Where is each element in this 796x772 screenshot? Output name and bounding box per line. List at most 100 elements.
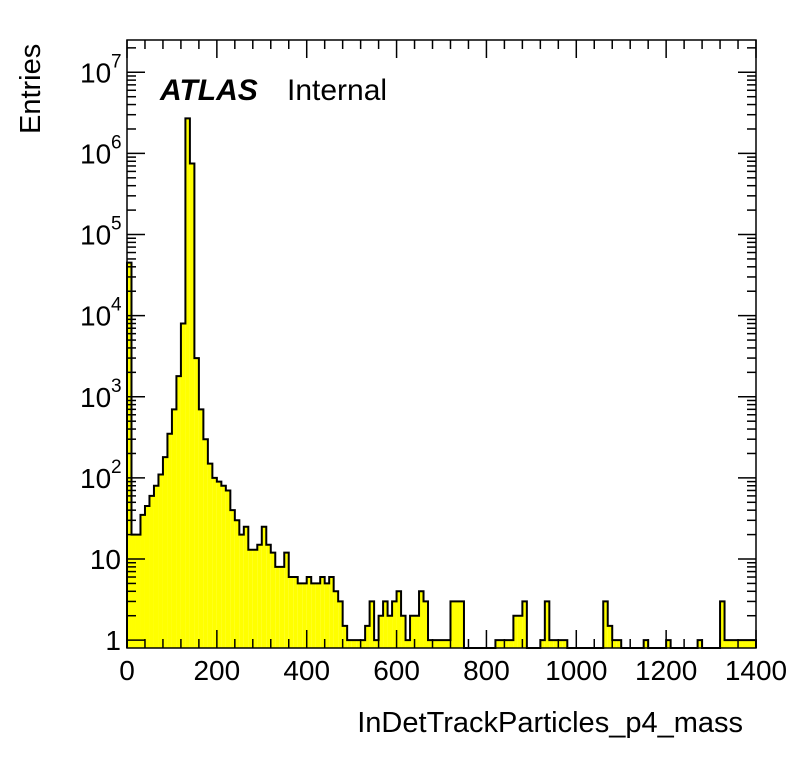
histogram-bar xyxy=(666,640,671,648)
x-tick-label: 1200 xyxy=(635,655,697,686)
histogram-bar xyxy=(553,640,559,648)
histogram-bar xyxy=(733,640,739,648)
histogram-bar xyxy=(297,583,303,648)
histogram-bar xyxy=(356,640,361,648)
histogram-bar xyxy=(167,433,172,648)
plot-frame xyxy=(126,39,757,649)
histogram-bar xyxy=(243,526,249,648)
histogram-bar xyxy=(351,640,357,648)
histogram-bar xyxy=(437,640,442,648)
histogram-bar xyxy=(261,526,267,648)
y-tick-label: 1 xyxy=(105,625,121,656)
histogram-bar xyxy=(738,640,743,648)
histogram-bar xyxy=(522,601,527,648)
histogram-bar xyxy=(401,615,406,648)
histogram-bar xyxy=(171,409,177,648)
histogram-bar xyxy=(720,601,725,648)
histogram-bar xyxy=(216,481,222,648)
histogram-bar xyxy=(302,583,307,648)
y-tick-exponent: 7 xyxy=(111,51,122,72)
y-tick-label: 10 xyxy=(80,463,111,494)
histogram-bar xyxy=(333,591,339,648)
histogram-bar xyxy=(751,640,756,648)
histogram-bar xyxy=(369,601,375,648)
y-tick-label: 10 xyxy=(90,544,121,575)
x-tick-label: 0 xyxy=(119,655,135,686)
histogram-bar xyxy=(495,640,500,648)
x-tick-label: 600 xyxy=(373,655,420,686)
histogram-bar xyxy=(288,577,294,648)
histogram-bar xyxy=(459,601,464,648)
histogram-bar xyxy=(603,601,608,648)
y-tick-exponent: 4 xyxy=(111,295,122,316)
y-tick-exponent: 2 xyxy=(111,457,122,478)
histogram-bar xyxy=(517,615,523,648)
histogram-bar xyxy=(180,323,186,648)
histogram-bar xyxy=(549,640,554,648)
histogram-bar xyxy=(419,591,424,648)
histogram-bar xyxy=(144,506,150,648)
histogram-bar xyxy=(185,118,190,649)
x-tick-label: 400 xyxy=(283,655,330,686)
histogram-bar xyxy=(414,615,420,648)
histogram-bar xyxy=(311,583,316,648)
histogram-bar xyxy=(616,640,622,648)
histogram-bar xyxy=(239,534,244,648)
histogram-bar xyxy=(562,640,568,648)
histogram-bar xyxy=(207,463,213,648)
x-tick-label: 1400 xyxy=(725,655,787,686)
x-tick-label: 1000 xyxy=(545,655,607,686)
histogram-bar xyxy=(338,601,343,648)
histogram-bar xyxy=(383,601,388,648)
histogram-bar xyxy=(140,514,145,648)
histogram-bar xyxy=(423,601,429,648)
histogram-bar xyxy=(324,583,330,648)
histogram-bar xyxy=(270,552,276,648)
histogram-bar xyxy=(724,640,730,648)
x-tick-label: 800 xyxy=(463,655,510,686)
histogram-bar xyxy=(445,640,451,648)
x-axis-title: InDetTrackParticles_p4_mass xyxy=(357,707,743,739)
y-tick-label: 10 xyxy=(80,301,111,332)
histogram-bar xyxy=(742,640,748,648)
y-tick-exponent: 5 xyxy=(111,214,122,235)
histogram-bar xyxy=(387,615,393,648)
y-tick-exponent: 3 xyxy=(111,376,122,397)
histogram-bar xyxy=(257,544,262,648)
histogram-bar xyxy=(306,577,312,648)
histogram-bar xyxy=(428,640,433,648)
histogram-bar xyxy=(127,262,132,648)
histogram-bar xyxy=(392,601,397,648)
histogram-bar xyxy=(329,577,334,648)
histogram-bar xyxy=(747,640,752,648)
histogram-bar xyxy=(293,577,298,648)
histogram-bar xyxy=(643,640,649,648)
histogram-bar xyxy=(342,625,348,648)
histogram-bar xyxy=(153,485,159,648)
x-tick-label: 200 xyxy=(193,655,240,686)
histogram-bar xyxy=(135,534,141,648)
histogram-bar xyxy=(378,615,384,648)
histogram-bar xyxy=(189,163,195,648)
histogram-bar xyxy=(234,520,240,648)
histogram-bar xyxy=(279,566,285,648)
histogram-bar xyxy=(607,625,613,648)
x-tick-labels: 0 200 400 600 800 1000 1200 1400 xyxy=(119,655,787,686)
histogram-bar xyxy=(405,640,411,648)
y-tick-label: 10 xyxy=(80,382,111,413)
histogram-bar xyxy=(212,477,217,648)
histogram-bar xyxy=(248,549,253,648)
histogram-bar xyxy=(544,601,550,648)
histogram-bar xyxy=(198,409,204,648)
histogram-bar xyxy=(252,549,258,648)
histogram-bar xyxy=(284,552,289,648)
histogram-bar xyxy=(410,615,415,648)
histogram-bar xyxy=(441,640,446,648)
histogram-bar xyxy=(396,591,402,648)
histogram-bar xyxy=(266,544,271,648)
histogram-bar xyxy=(454,601,460,648)
atlas-label: ATLAS xyxy=(159,74,258,107)
histogram-bar xyxy=(230,510,235,648)
histogram-bars xyxy=(127,118,756,649)
